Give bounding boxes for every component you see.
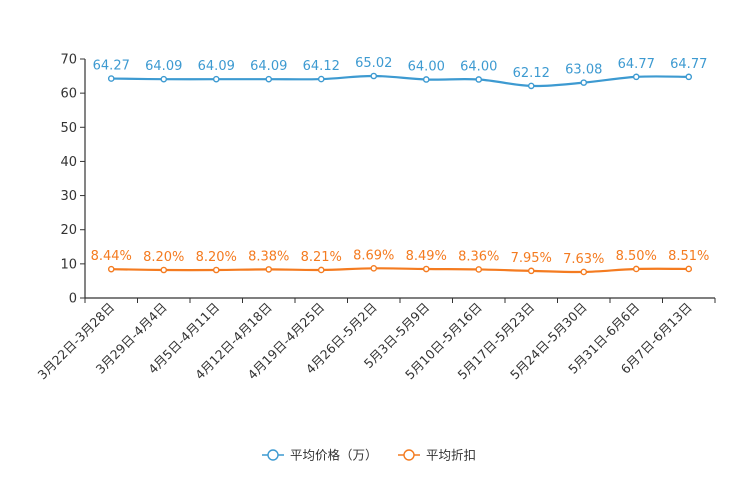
y-tick-label: 40 xyxy=(60,155,77,170)
data-point[interactable] xyxy=(422,265,430,273)
data-label: 8.36% xyxy=(458,249,499,264)
legend-label: 平均价格（万） xyxy=(290,448,378,463)
data-label: 64.09 xyxy=(145,59,182,74)
data-label: 64.09 xyxy=(250,59,287,74)
y-tick-label: 50 xyxy=(60,121,77,136)
data-label: 64.00 xyxy=(460,59,497,74)
data-label: 8.51% xyxy=(668,249,709,264)
y-tick-label: 0 xyxy=(69,292,77,307)
axes: 0102030405060703月22日-3月28日3月29日-4月4日4月5日… xyxy=(34,53,716,382)
data-point[interactable] xyxy=(160,75,168,83)
data-point[interactable] xyxy=(685,73,693,81)
data-point[interactable] xyxy=(580,268,588,276)
data-point[interactable] xyxy=(265,75,273,83)
data-label: 64.77 xyxy=(618,57,655,72)
data-point[interactable] xyxy=(580,79,588,86)
data-point[interactable] xyxy=(685,265,693,273)
data-label: 63.08 xyxy=(565,63,602,78)
legend-marker-icon xyxy=(267,449,279,461)
y-tick-label: 70 xyxy=(60,53,77,68)
data-label: 62.12 xyxy=(513,66,550,81)
data-label: 65.02 xyxy=(355,56,392,71)
legend-item-0[interactable]: 平均价格（万） xyxy=(262,448,378,463)
legend[interactable]: 平均价格（万） 平均折扣 xyxy=(262,448,476,463)
data-label: 64.09 xyxy=(198,59,235,74)
data-point[interactable] xyxy=(632,265,640,273)
data-point[interactable] xyxy=(527,82,535,90)
data-label: 64.12 xyxy=(303,59,340,74)
data-point[interactable] xyxy=(265,266,273,273)
series-line xyxy=(111,267,689,274)
data-label: 8.49% xyxy=(406,249,447,264)
data-point[interactable] xyxy=(317,75,325,83)
data-label: 64.77 xyxy=(670,57,707,72)
data-label: 7.63% xyxy=(563,252,604,267)
data-point[interactable] xyxy=(107,75,115,82)
data-point[interactable] xyxy=(370,265,378,272)
data-label: 8.38% xyxy=(248,249,289,264)
series-line xyxy=(111,74,689,88)
y-tick-label: 20 xyxy=(60,223,77,238)
data-point[interactable] xyxy=(475,76,483,83)
data-label: 8.20% xyxy=(196,250,237,265)
data-point[interactable] xyxy=(212,75,220,83)
data-label: 8.69% xyxy=(353,248,394,263)
y-tick-label: 10 xyxy=(60,257,77,272)
data-point[interactable] xyxy=(632,73,640,81)
data-label: 8.21% xyxy=(301,250,342,265)
data-point[interactable] xyxy=(370,72,378,80)
data-label: 7.95% xyxy=(511,251,552,266)
data-label: 8.44% xyxy=(91,249,132,264)
data-label: 8.20% xyxy=(143,250,184,265)
data-label: 8.50% xyxy=(616,249,657,264)
y-tick-label: 60 xyxy=(60,87,77,102)
series-layer: 64.27 64.09 64.09 64.09 64.12 65.02 64.00 64.00… xyxy=(91,56,709,276)
legend-marker-icon xyxy=(403,449,415,461)
data-point[interactable] xyxy=(160,266,168,274)
series-1: 8.44% 8.20% 8.20% 8.38% 8.21% 8.69% 8.49% 8.36%… xyxy=(91,248,709,276)
data-point[interactable] xyxy=(475,266,483,273)
legend-item-1[interactable]: 平均折扣 xyxy=(398,448,476,463)
legend-label: 平均折扣 xyxy=(426,448,476,463)
data-point[interactable] xyxy=(527,267,535,275)
data-label: 64.27 xyxy=(93,59,130,74)
y-tick-label: 30 xyxy=(60,189,77,204)
data-label: 64.00 xyxy=(408,59,445,74)
data-point[interactable] xyxy=(317,266,325,274)
data-point[interactable] xyxy=(212,266,220,274)
data-point[interactable] xyxy=(107,265,115,273)
series-0: 64.27 64.09 64.09 64.09 64.12 65.02 64.00 64.00… xyxy=(93,56,707,90)
data-point[interactable] xyxy=(422,76,430,83)
